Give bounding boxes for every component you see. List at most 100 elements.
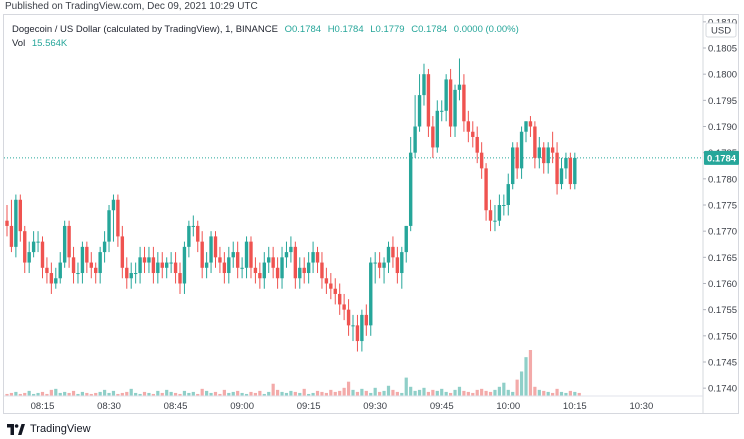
- candle: [457, 58, 462, 101]
- candle-body: [98, 252, 102, 274]
- candle: [94, 262, 98, 284]
- candle-body: [80, 246, 85, 274]
- volume-bar: [497, 386, 501, 396]
- volume-bar: [475, 389, 479, 396]
- candle: [431, 116, 435, 158]
- candle-body: [440, 110, 444, 112]
- candle: [404, 225, 408, 263]
- candle: [164, 257, 169, 279]
- candle: [147, 246, 151, 274]
- candle-body: [196, 225, 200, 242]
- volume-bar: [511, 391, 515, 396]
- time-tick-label: 09:00: [230, 401, 254, 412]
- candle-body: [36, 241, 40, 243]
- volume-bar: [94, 392, 98, 396]
- volume-bar: [178, 393, 182, 396]
- volume-bar: [386, 385, 391, 396]
- candle-body: [546, 147, 550, 164]
- volume-bar: [413, 390, 417, 396]
- candle: [213, 231, 218, 268]
- candle: [151, 246, 156, 284]
- candle: [178, 262, 182, 294]
- volume-bar: [76, 393, 80, 396]
- candle-body: [209, 236, 213, 263]
- candle-body: [417, 95, 422, 127]
- volume-bar: [320, 391, 324, 396]
- candle-body: [125, 267, 129, 279]
- volume-bars: [5, 350, 581, 396]
- time-tick-label: 10:15: [563, 401, 587, 412]
- currency-label: USD: [711, 26, 731, 37]
- candle: [400, 246, 404, 289]
- currency-badge[interactable]: USD: [705, 22, 737, 38]
- candle: [426, 68, 431, 137]
- time-tick-label: 08:15: [31, 401, 55, 412]
- candle: [5, 205, 9, 237]
- volume-bar: [147, 392, 151, 396]
- candle-body: [120, 236, 125, 268]
- candle: [244, 236, 249, 279]
- volume-bar: [187, 392, 191, 396]
- candle: [9, 199, 14, 253]
- candle: [395, 246, 400, 284]
- candle-body: [253, 267, 258, 274]
- candle-body: [515, 147, 519, 169]
- candle: [408, 136, 413, 232]
- tradingview-logo-icon[interactable]: [7, 423, 25, 435]
- volume-bar: [280, 391, 284, 396]
- candle-body: [133, 273, 138, 275]
- volume-bar: [431, 389, 435, 396]
- volume-bar: [444, 391, 448, 396]
- volume-bar: [391, 389, 395, 396]
- volume-bar: [453, 389, 457, 396]
- candle-body: [227, 257, 231, 274]
- volume-bar: [182, 390, 187, 396]
- candle-body: [169, 262, 173, 264]
- candle: [235, 241, 240, 279]
- candle-body: [519, 131, 524, 169]
- candle-body: [9, 225, 14, 247]
- candle-body: [369, 262, 373, 326]
- candle: [479, 142, 484, 179]
- candle: [102, 231, 107, 263]
- candle-body: [573, 157, 577, 185]
- volume-bar: [129, 388, 133, 396]
- volume-bar: [120, 392, 124, 396]
- volume-bar: [107, 392, 111, 396]
- candle: [227, 246, 231, 284]
- footer-brand[interactable]: TradingView: [30, 423, 91, 435]
- candle: [537, 136, 542, 169]
- candle: [45, 257, 49, 284]
- volume-bar: [111, 390, 116, 396]
- candle: [76, 262, 80, 284]
- candle: [311, 241, 315, 274]
- candle-body: [284, 252, 289, 258]
- candle-body: [377, 262, 382, 268]
- volume-bar: [284, 392, 289, 396]
- candle-body: [333, 288, 337, 294]
- ohlc-close: C0.1784: [411, 24, 448, 35]
- candle-body: [275, 267, 280, 279]
- candle: [196, 220, 200, 253]
- candle-body: [289, 246, 293, 253]
- candle-body: [204, 262, 209, 268]
- candle: [49, 262, 54, 294]
- candle: [369, 257, 373, 336]
- candle: [280, 246, 284, 289]
- volume-bar: [404, 377, 408, 396]
- candle-body: [462, 84, 466, 122]
- price-tick-label: 0.1750: [708, 331, 737, 342]
- volume-bar: [471, 392, 475, 396]
- candle: [267, 246, 271, 274]
- volume-bar: [5, 393, 9, 396]
- candle-body: [142, 257, 147, 263]
- candle: [453, 84, 457, 137]
- volume-bar: [275, 389, 280, 396]
- candle: [298, 257, 302, 289]
- time-tick-label: 09:30: [363, 401, 387, 412]
- candle-body: [550, 147, 555, 153]
- candle: [62, 220, 67, 268]
- candle-body: [293, 246, 298, 279]
- candle: [559, 157, 564, 190]
